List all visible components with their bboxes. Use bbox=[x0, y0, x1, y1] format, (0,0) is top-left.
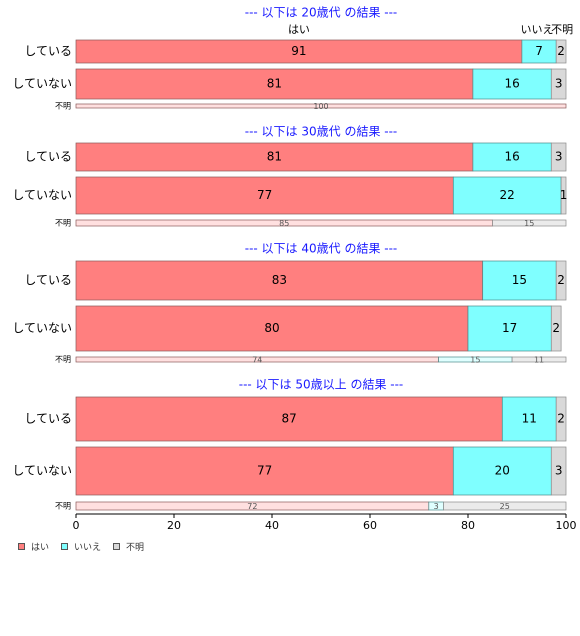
data-label: 17 bbox=[502, 321, 517, 335]
row-label: している bbox=[24, 412, 72, 426]
data-label: 15 bbox=[470, 356, 480, 365]
row-label: していない bbox=[12, 321, 72, 335]
legend-swatch-yes bbox=[18, 543, 25, 550]
x-tick-label: 60 bbox=[363, 519, 377, 532]
legend: はい いいえ 不明 bbox=[18, 540, 156, 553]
data-label: 20 bbox=[495, 464, 510, 478]
data-label: 72 bbox=[247, 502, 257, 511]
bar-segment-no bbox=[452, 446, 552, 496]
data-label: 11 bbox=[534, 356, 544, 365]
data-label: 2 bbox=[557, 412, 565, 426]
x-tick-label: 40 bbox=[265, 519, 279, 532]
legend-label-no: いいえ bbox=[74, 543, 102, 553]
bar-segment-yes bbox=[75, 446, 454, 496]
bar-segment-unknown bbox=[550, 446, 567, 496]
group-title-0: --- 以下は 20歳代 の結果 --- bbox=[245, 6, 398, 20]
data-label: 77 bbox=[257, 188, 272, 202]
legend-item-yes: はい bbox=[18, 540, 49, 553]
data-label: 15 bbox=[512, 273, 527, 287]
data-label: 91 bbox=[291, 44, 306, 58]
data-label: 11 bbox=[522, 412, 537, 426]
x-tick-label: 80 bbox=[461, 519, 475, 532]
data-label: 16 bbox=[504, 150, 519, 164]
x-tick-label: 20 bbox=[167, 519, 181, 532]
data-label: 1 bbox=[560, 188, 568, 202]
bar-segment-unknown bbox=[550, 68, 567, 100]
row-label: していない bbox=[12, 188, 72, 202]
bar-segment-yes bbox=[75, 396, 503, 442]
data-label: 2 bbox=[557, 273, 565, 287]
segment-header-unknown: 不明 bbox=[551, 23, 573, 36]
data-label: 22 bbox=[500, 188, 515, 202]
bar-segment-unknown bbox=[492, 219, 567, 227]
row-label: 不明 bbox=[55, 502, 71, 511]
data-label: 81 bbox=[267, 150, 282, 164]
data-label: 3 bbox=[555, 77, 563, 91]
data-label: 81 bbox=[267, 77, 282, 91]
bar-segment-unknown bbox=[550, 305, 562, 352]
bar-segment-unknown bbox=[560, 176, 567, 215]
bar-segment-yes bbox=[75, 260, 484, 301]
legend-label-unknown: 不明 bbox=[126, 543, 145, 553]
data-label: 74 bbox=[252, 356, 262, 365]
bar-segment-yes bbox=[75, 68, 474, 100]
row-label: している bbox=[24, 44, 72, 58]
data-label: 87 bbox=[282, 412, 297, 426]
bar-segment-yes bbox=[75, 103, 567, 109]
row-label: 不明 bbox=[55, 219, 71, 228]
legend-swatch-unknown bbox=[113, 543, 121, 550]
data-label: 7 bbox=[535, 44, 543, 58]
data-label: 77 bbox=[257, 464, 272, 478]
group-title-2: --- 以下は 40歳代 の結果 --- bbox=[245, 242, 398, 256]
data-label: 100 bbox=[313, 102, 328, 111]
bar-segment-unknown bbox=[555, 260, 567, 301]
bar-segment-no bbox=[452, 176, 562, 215]
bar-segment-unknown bbox=[555, 39, 567, 64]
legend-label-yes: はい bbox=[31, 543, 50, 553]
bar-segment-no bbox=[501, 396, 557, 442]
legend-swatch-no bbox=[61, 543, 69, 550]
data-label: 85 bbox=[279, 219, 289, 228]
row-label: していない bbox=[12, 464, 72, 478]
x-tick-label: 0 bbox=[73, 519, 80, 532]
bar-segment-unknown bbox=[443, 501, 567, 511]
bar-segment-yes bbox=[75, 142, 474, 172]
bar-segment-yes bbox=[75, 305, 469, 352]
data-label: 16 bbox=[504, 77, 519, 91]
data-label: 2 bbox=[552, 321, 560, 335]
data-label: 2 bbox=[557, 44, 565, 58]
data-label: 3 bbox=[434, 502, 439, 511]
x-tick-label: 100 bbox=[556, 519, 577, 532]
legend-item-no: いいえ bbox=[61, 540, 101, 553]
row-label: している bbox=[24, 273, 72, 287]
row-label: していない bbox=[12, 77, 72, 91]
bar-segment-no bbox=[482, 260, 557, 301]
group-title-3: --- 以下は 50歳以上 の結果 --- bbox=[239, 378, 404, 392]
legend-item-unknown: 不明 bbox=[113, 540, 144, 553]
data-label: 83 bbox=[272, 273, 287, 287]
data-label: 3 bbox=[555, 464, 563, 478]
group-title-1: --- 以下は 30歳代 の結果 --- bbox=[245, 125, 398, 139]
bar-segment-no bbox=[467, 305, 552, 352]
row-label: 不明 bbox=[55, 102, 71, 111]
row-label: 不明 bbox=[55, 355, 71, 364]
bar-segment-yes bbox=[75, 176, 454, 215]
data-label: 15 bbox=[524, 219, 534, 228]
data-label: 3 bbox=[555, 150, 563, 164]
row-label: している bbox=[24, 150, 72, 164]
segment-header-no: いいえ bbox=[521, 23, 554, 36]
bar-segment-unknown bbox=[511, 356, 567, 363]
bar-segment-unknown bbox=[550, 142, 567, 172]
data-label: 25 bbox=[500, 502, 510, 511]
segment-header-yes: はい bbox=[288, 23, 310, 36]
data-label: 80 bbox=[264, 321, 279, 335]
bar-segment-unknown bbox=[555, 396, 567, 442]
